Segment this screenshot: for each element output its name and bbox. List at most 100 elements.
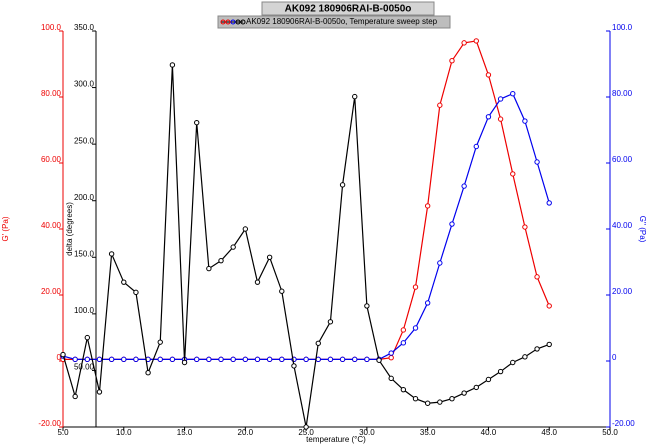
data-point — [376, 357, 382, 363]
x-tick-label: 40.0 — [481, 428, 497, 437]
data-point — [437, 399, 443, 405]
data-point — [364, 356, 370, 363]
y2-tick-label: -20.00 — [612, 419, 635, 428]
data-point — [254, 279, 261, 285]
data-point — [169, 356, 176, 363]
y3-tick-label: 350.0 — [74, 23, 95, 32]
data-point — [339, 356, 346, 363]
data-point — [60, 351, 66, 358]
data-point — [412, 396, 419, 402]
data-point — [266, 254, 273, 260]
data-point — [473, 38, 479, 44]
data-point — [497, 368, 504, 375]
data-point — [133, 356, 139, 363]
x-tick-label: 20.0 — [238, 428, 254, 437]
y2-tick-label: 0 — [612, 353, 617, 362]
data-point — [510, 171, 516, 177]
data-point — [327, 319, 334, 325]
data-point — [461, 40, 467, 46]
data-point — [291, 363, 297, 369]
data-point — [96, 356, 103, 363]
data-point — [497, 116, 504, 122]
x-tick-label: 50.0 — [602, 428, 618, 437]
x-tick-label: 45.0 — [541, 428, 557, 437]
x-axis-label: temperature (°C) — [306, 435, 366, 444]
data-point — [437, 260, 443, 266]
data-point — [546, 200, 552, 206]
data-point — [449, 58, 455, 64]
data-point — [327, 356, 334, 363]
y2-tick-label: 80.00 — [612, 89, 633, 98]
data-point — [461, 183, 467, 189]
x-tick-label: 10.0 — [116, 428, 132, 437]
data-point — [181, 359, 188, 366]
y3-tick-label: 50.00 — [74, 363, 95, 372]
data-point — [485, 72, 492, 78]
data-point — [400, 386, 407, 393]
y-tick-label: 100.0 — [41, 23, 62, 32]
data-point — [352, 93, 358, 100]
data-point — [424, 300, 431, 306]
y-axis-label: G' (Pa) — [1, 216, 10, 241]
data-point — [388, 355, 394, 361]
data-point — [449, 221, 455, 227]
data-point — [279, 288, 285, 294]
data-point — [510, 91, 516, 97]
chart-title: AK092 180906RAI-B-0050o — [285, 4, 412, 15]
data-point — [121, 356, 127, 363]
y-tick-label: -20.00 — [38, 419, 61, 428]
y3-axis-label: delta (degrees) — [65, 202, 74, 256]
data-point — [388, 375, 394, 382]
data-point — [121, 279, 127, 285]
data-point — [522, 354, 528, 360]
data-point — [108, 356, 115, 363]
data-point — [242, 226, 249, 232]
data-point — [485, 114, 492, 120]
series-line — [62, 92, 550, 360]
data-point — [72, 393, 78, 400]
data-point — [242, 356, 249, 363]
data-point — [108, 251, 115, 257]
data-point — [84, 334, 91, 341]
data-point — [230, 356, 236, 363]
data-point — [534, 159, 540, 165]
y2-tick-label: 20.00 — [612, 287, 633, 296]
x-tick-label: 15.0 — [177, 428, 193, 437]
data-point — [364, 303, 370, 309]
data-point — [339, 182, 346, 188]
data-point — [218, 257, 224, 264]
data-point — [84, 356, 91, 363]
data-point — [352, 356, 358, 363]
series-line — [62, 64, 550, 428]
y3-tick-label: 150.0 — [74, 249, 95, 258]
data-point — [461, 390, 467, 396]
y-tick-label: 0 — [57, 353, 62, 362]
data-point — [169, 62, 176, 68]
data-point — [522, 118, 528, 124]
data-point — [522, 224, 528, 230]
data-point — [497, 96, 504, 102]
y2-tick-label: 40.00 — [612, 221, 633, 230]
y3-tick-label: 200.0 — [74, 193, 95, 202]
data-point — [72, 356, 78, 363]
x-tick-label: 30.0 — [359, 428, 375, 437]
data-point — [546, 341, 552, 348]
data-point — [388, 350, 394, 356]
data-point — [449, 396, 455, 402]
data-point — [96, 389, 103, 395]
data-point — [194, 119, 200, 126]
data-point — [534, 346, 540, 352]
data-point — [412, 325, 419, 331]
data-point — [485, 376, 492, 383]
data-point — [534, 274, 540, 280]
data-point — [473, 384, 479, 391]
data-point — [473, 143, 479, 150]
title-box — [261, 1, 435, 16]
data-point — [400, 327, 407, 333]
data-point — [230, 244, 236, 250]
data-point — [437, 102, 443, 108]
data-point — [279, 356, 285, 363]
data-point — [254, 356, 261, 363]
data-point — [145, 369, 151, 376]
